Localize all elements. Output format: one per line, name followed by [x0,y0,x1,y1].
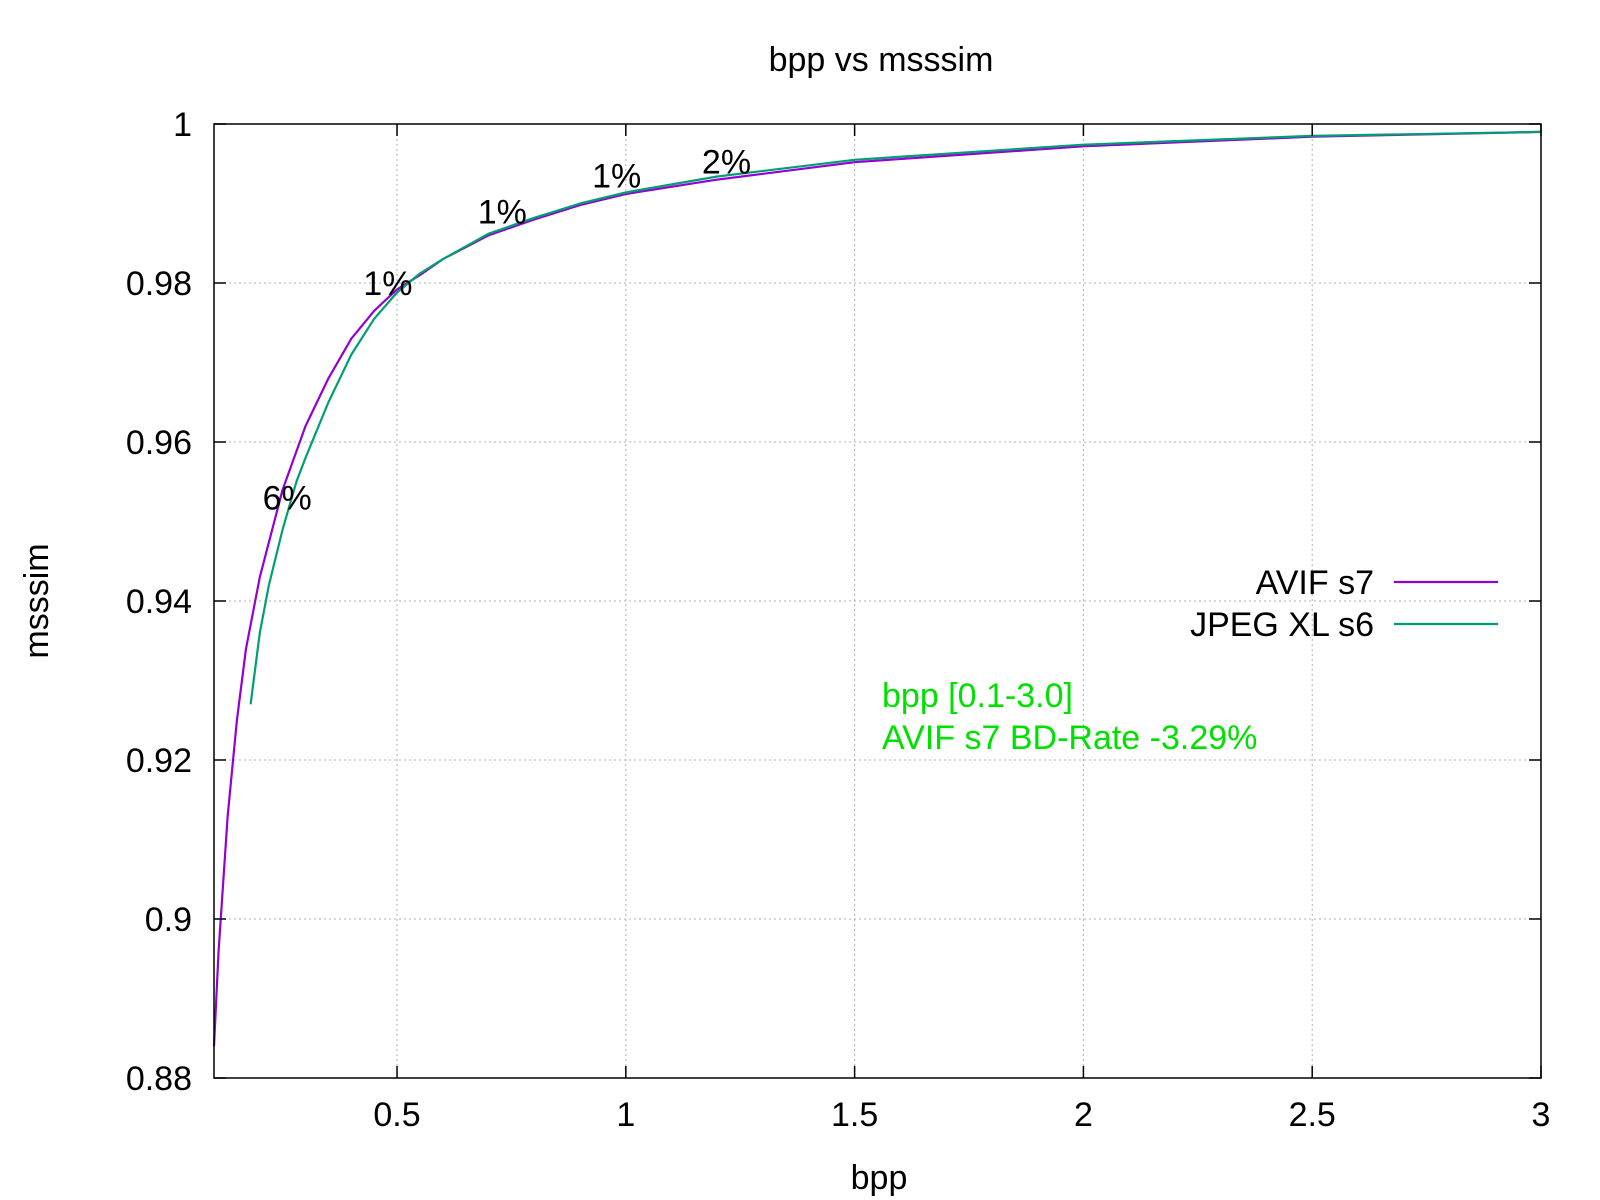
y-tick-label: 1 [173,106,192,144]
y-tick-label: 0.92 [126,742,192,780]
percent-label: 1% [478,193,527,231]
info-line: bpp [0.1-3.0] [882,677,1073,715]
y-axis-title: msssim [18,543,56,658]
axis-ticks: 0.5 1 1.5 2 2.5 3 0.88 0.9 0.92 0.94 0.96 0.98 1 [126,106,1551,1134]
legend: AVIF s7 JPEG XL s6 [1190,564,1498,644]
percent-label: 1% [363,265,412,303]
x-axis-title: bpp [851,1159,908,1197]
x-tick-label: 1 [616,1096,635,1134]
x-tick-label: 3 [1532,1096,1551,1134]
x-tick-label: 0.5 [373,1096,420,1134]
y-tick-label: 0.96 [126,424,192,462]
percent-label: 1% [592,158,641,196]
x-tick-label: 2.5 [1289,1096,1336,1134]
legend-label: AVIF s7 [1256,564,1374,602]
x-tick-label: 2 [1074,1096,1093,1134]
y-tick-label: 0.94 [126,583,192,621]
percent-label: 6% [263,480,312,518]
bd-rate-info: bpp [0.1-3.0] AVIF s7 BD-Rate -3.29% [882,677,1257,757]
percent-label: 2% [702,143,751,181]
y-tick-label: 0.98 [126,265,192,303]
y-tick-label: 0.9 [145,901,192,939]
y-tick-label: 0.88 [126,1060,192,1098]
percent-annotations: 6% 1% 1% 1% 2% [263,143,751,517]
x-tick-label: 1.5 [831,1096,878,1134]
series-line-1 [249,130,1542,705]
series-line-0 [212,130,1542,1047]
legend-label: JPEG XL s6 [1190,606,1374,644]
info-line: AVIF s7 BD-Rate -3.29% [882,719,1257,757]
series-layer [212,130,1542,1047]
chart-title: bpp vs msssim [769,41,994,79]
